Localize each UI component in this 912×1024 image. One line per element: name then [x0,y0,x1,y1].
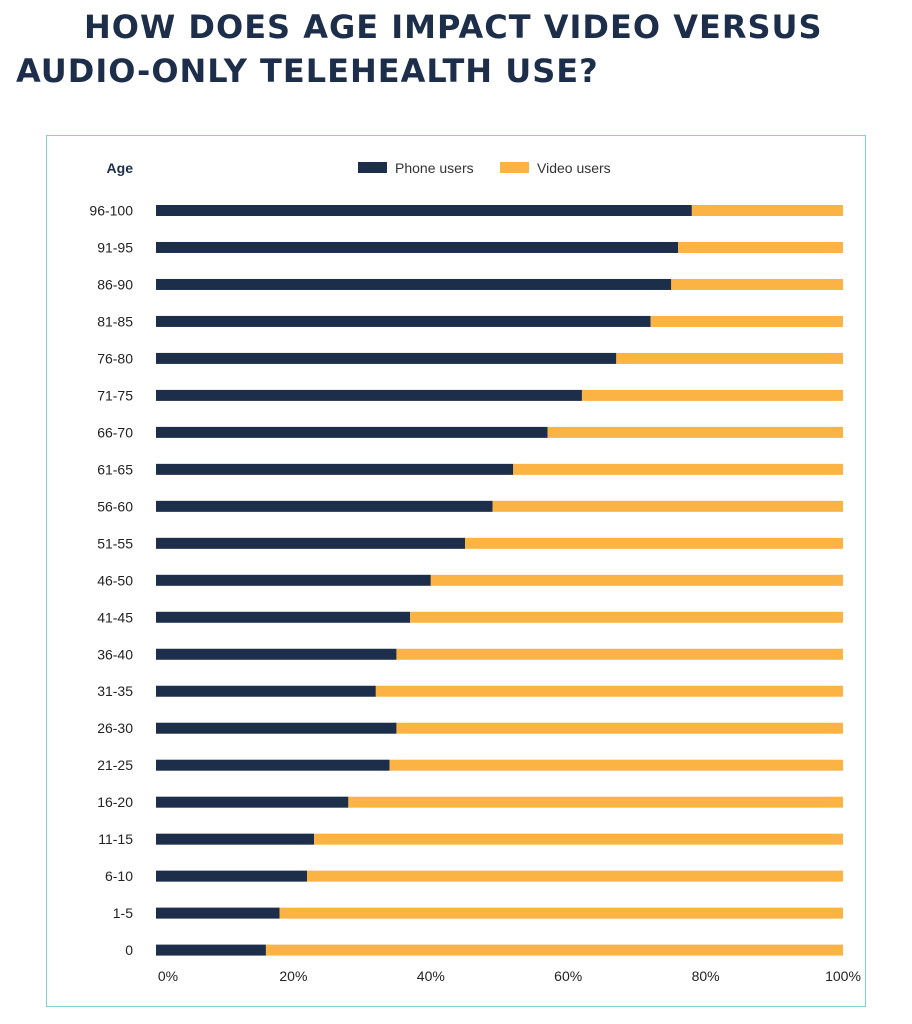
category-label: 6-10 [105,868,133,884]
bar-phone-users [156,241,679,253]
category-label: 66-70 [97,424,133,440]
bar-phone-users [156,796,349,808]
category-label: 11-15 [98,831,133,847]
bar-phone-users [156,278,672,290]
bar-phone-users [156,648,397,660]
bar-video-users [265,944,843,956]
category-label: 31-35 [97,683,133,699]
bar-video-users [279,907,843,919]
bar-phone-users [156,611,411,623]
bar-video-users [671,278,843,290]
bar-video-users [678,241,843,253]
chart-title-line-1: HOW DOES AGE IMPACT VIDEO VERSUS [84,8,823,46]
category-label: 1-5 [113,905,133,921]
bar-phone-users [156,463,514,475]
bar-video-users [513,463,843,475]
legend-swatch-phone [358,162,387,173]
category-label: 41-45 [97,609,133,625]
bar-video-users [389,759,843,771]
bar-video-users [465,537,843,549]
bar-video-users [650,315,843,327]
bar-video-users [314,833,843,845]
category-label: 0 [125,942,133,958]
bar-phone-users [156,685,376,697]
bar-phone-users [156,500,493,512]
bar-phone-users [156,205,692,216]
bar-phone-users [156,870,308,882]
bar-video-users [348,796,843,808]
x-tick-label: 20% [279,968,307,984]
x-tick-label: 0% [158,968,178,984]
bar-phone-users [156,574,431,586]
chart-title-line-2: AUDIO-ONLY TELEHEALTH USE? [16,52,599,90]
legend-label-phone: Phone users [395,160,474,176]
bar-phone-users [156,352,617,364]
bar-phone-users [156,759,390,771]
bar-video-users [547,426,843,438]
bar-video-users [410,611,843,623]
x-tick-label: 40% [417,968,445,984]
stacked-bar-chart: Age Phone users Video users 96-100 91-95 86-9… [89,160,861,984]
category-label: 86-90 [97,276,133,292]
category-label: 61-65 [97,461,133,477]
legend-label-video: Video users [537,160,611,176]
bar-phone-users [156,944,266,956]
category-label: 81-85 [97,313,133,329]
bar-video-users [396,722,843,734]
category-label: 71-75 [97,387,133,403]
bar-video-users [375,685,843,697]
bar-video-users [492,500,843,512]
category-label: 76-80 [97,350,133,366]
bar-video-users [691,205,843,216]
legend-swatch-video [500,162,529,173]
bar-video-users [581,389,843,401]
bar-video-users [616,352,843,364]
category-label: 56-60 [97,498,133,514]
category-label: 21-25 [97,757,133,773]
bar-phone-users [156,907,280,919]
bar-video-users [430,574,843,586]
bar-phone-users [156,426,548,438]
category-label: 91-95 [97,239,133,255]
category-label: 16-20 [97,794,133,810]
category-label: 51-55 [97,535,133,551]
bar-video-users [396,648,843,660]
bar-video-users [307,870,843,882]
category-label: 96-100 [89,203,133,219]
chart-frame: Age Phone users Video users 96-100 91-95 86-9… [46,135,866,1007]
bar-phone-users [156,389,582,401]
bar-phone-users [156,315,651,327]
bar-phone-users [156,833,315,845]
bar-phone-users [156,537,466,549]
x-tick-label: 80% [692,968,720,984]
category-label: 26-30 [97,720,133,736]
bar-phone-users [156,722,397,734]
x-tick-label: 100% [825,968,861,984]
category-label: 46-50 [97,572,133,588]
category-header: Age [107,160,134,176]
category-label: 36-40 [97,646,133,662]
x-tick-label: 60% [554,968,582,984]
